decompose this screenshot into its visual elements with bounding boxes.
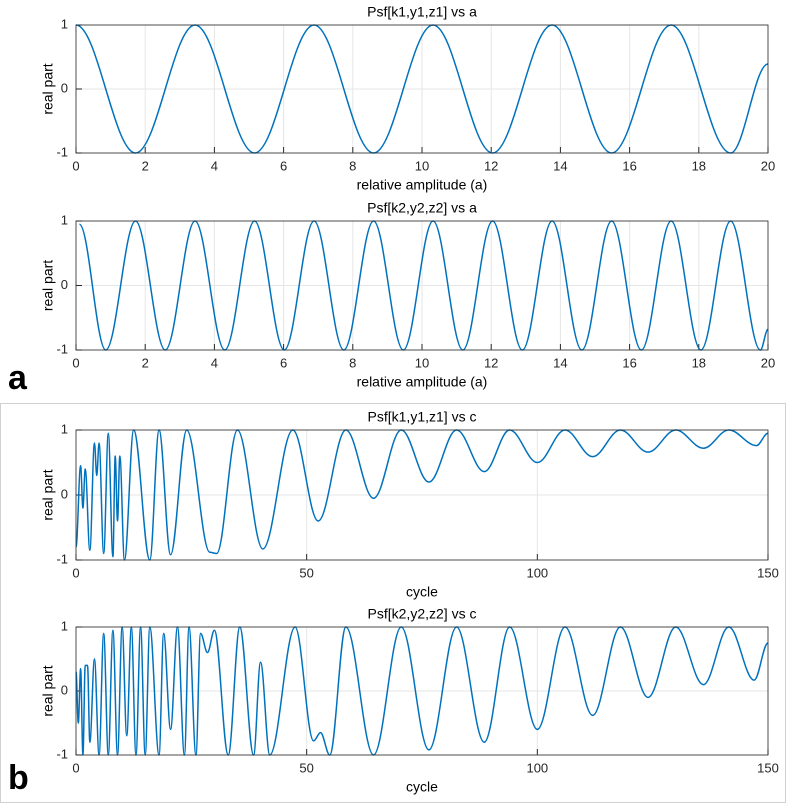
plot-frame xyxy=(75,626,769,756)
x-tick-label: 10 xyxy=(415,355,429,370)
chart-title: Psf[k2,y2,z2] vs c xyxy=(368,606,477,622)
chart-title: Psf[k1,y1,z1] vs c xyxy=(368,409,477,425)
x-tick-label: 16 xyxy=(622,158,636,173)
x-tick-label: 14 xyxy=(553,158,567,173)
chart-title: Psf[k2,y2,z2] vs a xyxy=(367,200,477,216)
x-tick-label: 0 xyxy=(72,760,79,775)
x-axis-label: relative amplitude (a) xyxy=(357,374,488,390)
x-tick-label: 50 xyxy=(299,565,313,580)
y-tick-label: 1 xyxy=(61,618,68,633)
y-axis-label: real part xyxy=(40,469,56,520)
x-tick-label: 12 xyxy=(484,355,498,370)
x-tick-label: 10 xyxy=(415,158,429,173)
x-tick-label: 18 xyxy=(692,355,706,370)
y-axis-label: real part xyxy=(40,260,56,311)
x-tick-label: 8 xyxy=(349,158,356,173)
y-tick-label: -1 xyxy=(56,341,68,356)
y-tick-label: 1 xyxy=(61,16,68,31)
plot-frame xyxy=(75,220,769,351)
x-tick-label: 100 xyxy=(526,760,548,775)
x-tick-label: 4 xyxy=(211,355,218,370)
x-tick-label: 20 xyxy=(761,355,775,370)
y-axis-label: real part xyxy=(40,665,56,716)
x-tick-label: 2 xyxy=(142,158,149,173)
x-axis-label: relative amplitude (a) xyxy=(357,177,488,193)
y-tick-label: 0 xyxy=(61,682,68,697)
x-axis-label: cycle xyxy=(406,584,438,600)
x-tick-label: 20 xyxy=(761,158,775,173)
x-tick-label: 100 xyxy=(526,565,548,580)
y-tick-label: 0 xyxy=(61,80,68,95)
x-tick-label: 14 xyxy=(553,355,567,370)
y-tick-label: 0 xyxy=(61,277,68,292)
x-tick-label: 12 xyxy=(484,158,498,173)
x-tick-label: 150 xyxy=(757,565,779,580)
panel-label: a xyxy=(8,359,28,397)
y-tick-label: -1 xyxy=(56,746,68,761)
x-tick-label: 6 xyxy=(280,355,287,370)
plot-frame xyxy=(75,24,769,154)
line xyxy=(75,429,769,561)
x-axis-label: cycle xyxy=(406,779,438,795)
x-tick-label: 150 xyxy=(757,760,779,775)
x-tick-label: 2 xyxy=(142,355,149,370)
x-tick-label: 18 xyxy=(692,158,706,173)
panel-frame xyxy=(0,403,786,803)
panel-label: b xyxy=(8,759,29,797)
y-tick-label: 1 xyxy=(61,421,68,436)
y-tick-label: -1 xyxy=(56,144,68,159)
plot-frame xyxy=(75,429,769,561)
x-tick-label: 0 xyxy=(72,355,79,370)
chart-title: Psf[k1,y1,z1] vs a xyxy=(367,4,477,20)
x-tick-label: 0 xyxy=(72,565,79,580)
y-tick-label: 0 xyxy=(61,486,68,501)
y-tick-label: -1 xyxy=(56,551,68,566)
x-tick-label: 4 xyxy=(211,158,218,173)
x-tick-label: 6 xyxy=(280,158,287,173)
y-tick-label: 1 xyxy=(61,212,68,227)
x-tick-label: 50 xyxy=(299,760,313,775)
x-tick-label: 16 xyxy=(622,355,636,370)
x-tick-label: 0 xyxy=(72,158,79,173)
y-axis-label: real part xyxy=(40,63,56,114)
x-tick-label: 8 xyxy=(349,355,356,370)
